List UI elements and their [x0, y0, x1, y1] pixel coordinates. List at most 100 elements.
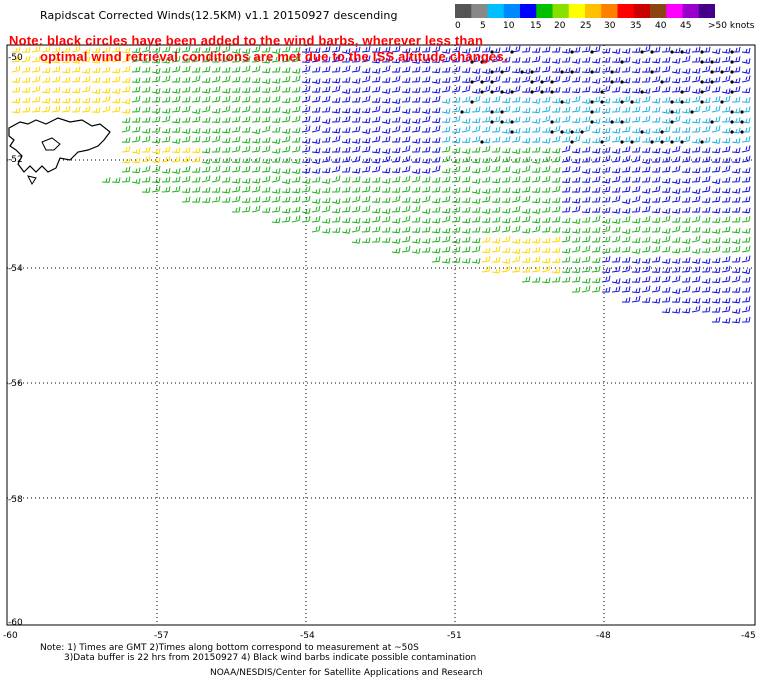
wind-barb — [551, 97, 561, 104]
legend-label: 40 — [655, 21, 667, 31]
wind-barb — [281, 178, 291, 185]
wind-barb — [571, 166, 581, 173]
quality-flag-dot — [640, 90, 644, 94]
wind-barb — [711, 297, 721, 304]
quality-flag-dot — [630, 140, 634, 144]
wind-barb — [471, 106, 481, 113]
wind-barb — [651, 185, 661, 193]
quality-flag-dot — [600, 90, 604, 94]
wind-barb — [731, 77, 741, 84]
wind-barb — [701, 166, 711, 173]
wind-barb — [651, 176, 661, 183]
wind-barb — [532, 276, 541, 283]
wind-barb — [381, 178, 391, 184]
wind-barb — [421, 186, 431, 193]
wind-barb — [401, 245, 411, 253]
wind-barb — [691, 226, 701, 233]
wind-barb — [321, 127, 331, 133]
wind-barb — [671, 47, 681, 54]
wind-barb — [521, 57, 531, 63]
wind-barb — [651, 85, 661, 93]
wind-barb — [201, 87, 211, 94]
wind-barb — [291, 145, 301, 153]
wind-barb — [411, 197, 421, 204]
wind-barb — [691, 117, 701, 124]
wind-barb — [551, 156, 561, 163]
wind-barb — [271, 126, 281, 133]
wind-barb — [391, 195, 401, 203]
wind-barb — [201, 197, 211, 203]
wind-barb — [211, 157, 221, 164]
quality-flag-dot — [730, 120, 734, 124]
wind-barb — [631, 155, 641, 163]
wind-barb — [571, 46, 581, 53]
wind-barb — [311, 66, 321, 73]
wind-barb — [601, 186, 611, 193]
quality-flag-dot — [570, 130, 574, 134]
wind-barb — [661, 246, 671, 253]
wind-barb — [681, 217, 691, 223]
wind-barb — [701, 297, 711, 304]
wind-barb — [351, 116, 361, 123]
wind-barb — [671, 237, 681, 243]
wind-barb — [301, 195, 311, 203]
wind-barb — [541, 265, 551, 273]
wind-barb — [561, 128, 571, 134]
wind-barb — [651, 57, 661, 64]
quality-flag-dot — [610, 120, 614, 124]
wind-barb — [241, 116, 251, 123]
wind-barb — [531, 246, 541, 253]
wind-barb — [391, 238, 401, 244]
wind-barb — [691, 266, 701, 273]
wind-barb — [211, 175, 221, 183]
wind-barb — [291, 196, 301, 203]
wind-barb — [471, 188, 481, 195]
wind-barb — [371, 68, 381, 74]
wind-barb — [371, 226, 381, 233]
wind-barb — [621, 297, 631, 303]
wind-barb — [441, 257, 451, 264]
wind-barb — [471, 167, 481, 174]
quality-flag-dot — [480, 80, 484, 84]
wind-barb — [401, 145, 411, 153]
wind-barb — [541, 86, 551, 93]
wind-barb — [151, 116, 161, 123]
wind-barb — [471, 75, 481, 83]
wind-barb — [711, 147, 721, 154]
wind-barb — [11, 86, 21, 93]
wind-barb — [161, 87, 171, 94]
wind-barb — [501, 147, 511, 154]
wind-barb — [591, 286, 601, 293]
wind-barb — [741, 176, 751, 183]
wind-barb — [571, 236, 581, 243]
wind-barb — [671, 77, 681, 84]
wind-barb — [131, 106, 141, 113]
wind-barb — [571, 135, 581, 143]
wind-barb — [352, 96, 361, 103]
wind-barb — [621, 48, 631, 54]
wind-barb — [571, 245, 581, 253]
wind-barb — [91, 57, 101, 64]
wind-barb — [411, 76, 421, 83]
wind-barb — [441, 176, 451, 183]
wind-barb — [401, 226, 411, 233]
wind-barb — [141, 187, 151, 193]
wind-barb — [261, 78, 271, 84]
wind-barb — [701, 266, 711, 273]
wind-barb — [451, 206, 461, 213]
wind-barb — [481, 247, 491, 254]
wind-barb — [501, 247, 511, 253]
wind-barb — [241, 157, 251, 164]
wind-barb — [361, 217, 371, 224]
wind-barb — [711, 66, 721, 73]
wind-barb — [311, 215, 321, 223]
wind-barb — [421, 137, 431, 144]
wind-barb — [491, 136, 501, 143]
quality-flag-dot — [700, 80, 704, 84]
wind-barb — [251, 45, 261, 53]
wind-barb — [511, 96, 521, 103]
wind-barb — [691, 215, 701, 223]
wind-barb — [251, 166, 261, 173]
wind-barb — [51, 66, 61, 73]
wind-barb — [421, 217, 431, 224]
